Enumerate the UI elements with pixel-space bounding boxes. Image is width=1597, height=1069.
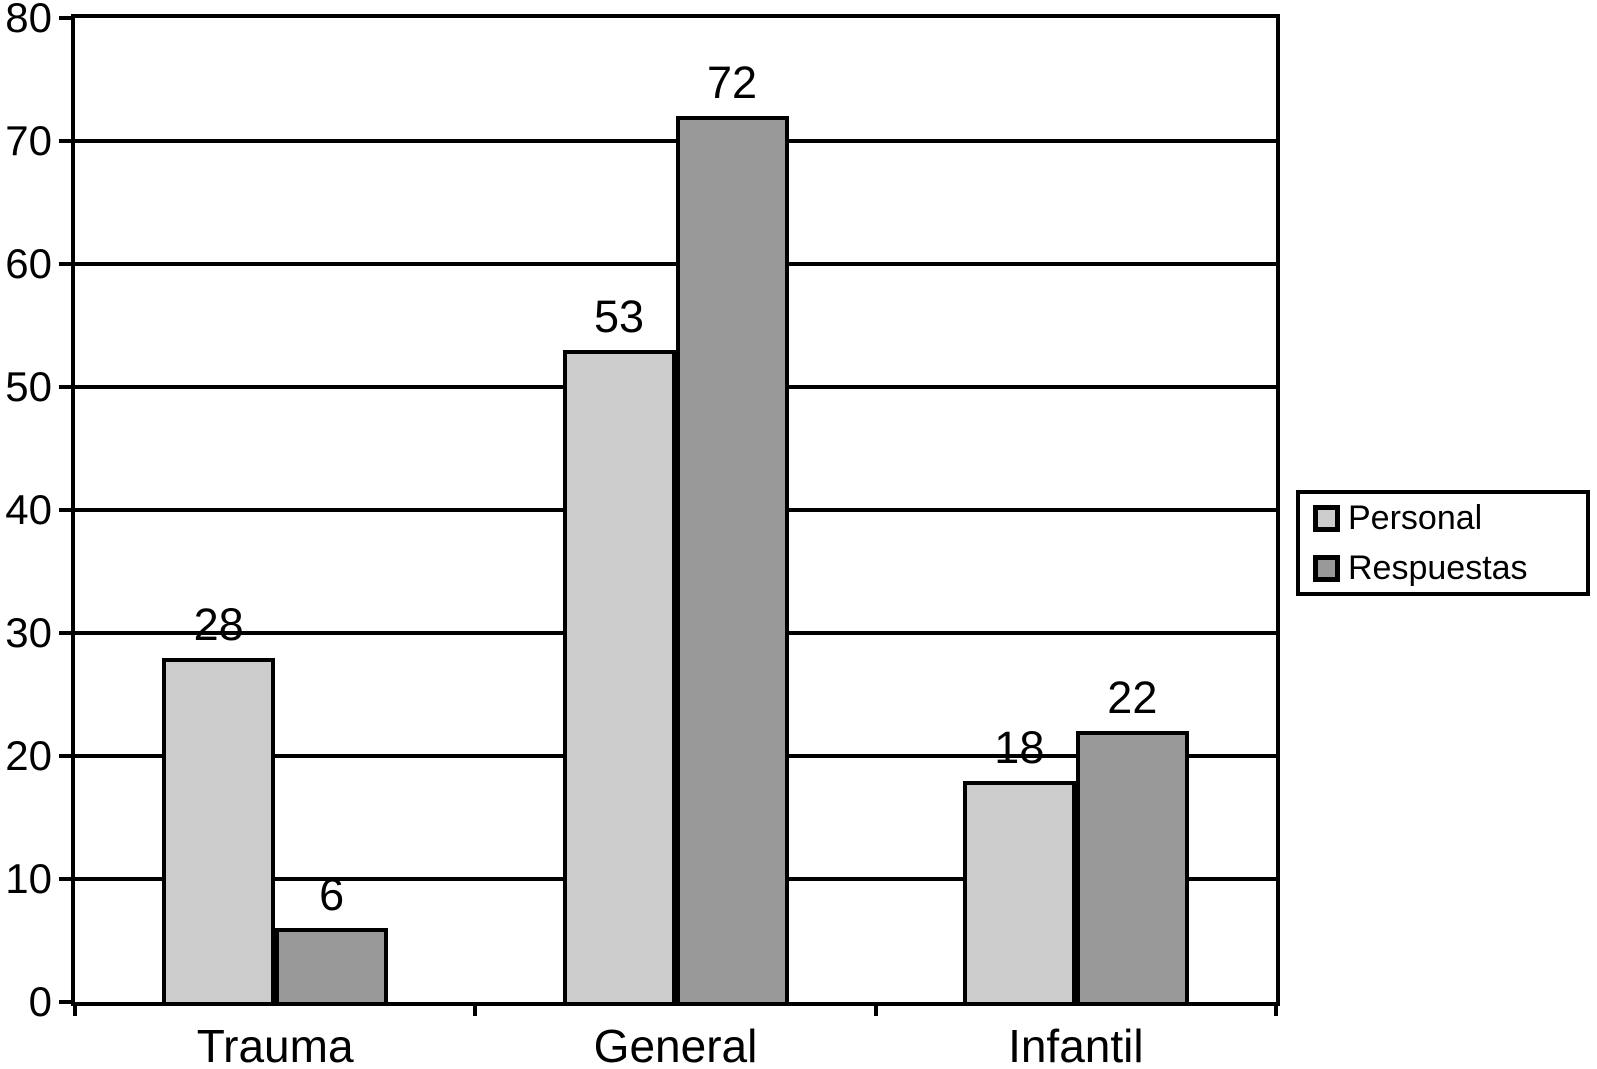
y-axis-label-50: 50 — [5, 363, 52, 410]
bar-value-infantil-personal: 18 — [994, 721, 1045, 773]
y-axis-label-20: 20 — [5, 732, 52, 779]
y-tick-70 — [59, 139, 75, 143]
y-axis-label-70: 70 — [5, 117, 52, 164]
bar-value-general-personal: 53 — [593, 291, 645, 343]
bar-value-trauma-personal: 28 — [193, 598, 244, 650]
legend-item-respuestas: Respuestas — [1313, 548, 1586, 588]
bar-value-general-respuestas: 72 — [706, 57, 758, 109]
y-tick-20 — [59, 754, 75, 758]
x-tick-0 — [73, 1002, 77, 1016]
bar-value-trauma-respuestas: 6 — [319, 869, 345, 921]
y-axis-label-40: 40 — [5, 486, 52, 533]
legend-label: Personal — [1348, 499, 1483, 537]
legend-swatch-icon — [1313, 504, 1340, 532]
legend-item-personal: Personal — [1313, 498, 1586, 538]
bar-general-personal — [562, 350, 676, 1006]
x-tick-2 — [873, 1002, 878, 1016]
bar-general-respuestas — [675, 116, 789, 1006]
y-tick-30 — [59, 631, 75, 635]
y-tick-60 — [59, 262, 75, 266]
x-tick-1 — [473, 1002, 478, 1016]
bar-infantil-respuestas — [1075, 731, 1189, 1006]
legend-label: Respuestas — [1348, 549, 1528, 587]
bar-trauma-respuestas — [275, 928, 389, 1006]
y-axis-label-60: 60 — [5, 240, 52, 287]
category-label-trauma: Trauma — [196, 1020, 354, 1069]
y-tick-50 — [59, 385, 75, 389]
legend-swatch-icon — [1313, 554, 1340, 582]
y-tick-40 — [59, 508, 75, 512]
bar-value-infantil-respuestas: 22 — [1107, 672, 1158, 724]
y-axis-label-80: 80 — [5, 0, 52, 41]
category-label-general: General — [593, 1020, 758, 1069]
y-axis-label-10: 10 — [5, 855, 52, 902]
y-tick-0 — [59, 1000, 75, 1004]
category-label-infantil: Infantil — [1008, 1020, 1144, 1069]
y-tick-80 — [59, 16, 75, 20]
y-tick-10 — [59, 877, 75, 881]
x-tick-3 — [1274, 1002, 1278, 1016]
legend: Personal Respuestas — [1296, 490, 1590, 596]
bar-trauma-personal — [162, 657, 276, 1006]
bar-infantil-personal — [962, 780, 1076, 1006]
y-axis-label-0: 0 — [28, 978, 52, 1025]
y-axis-label-30: 30 — [5, 609, 52, 656]
